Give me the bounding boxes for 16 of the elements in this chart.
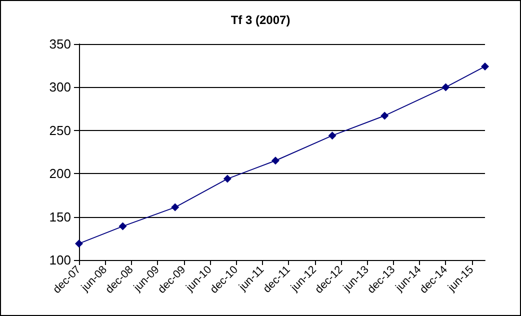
point <box>442 83 450 92</box>
point <box>75 240 83 248</box>
point <box>118 222 127 230</box>
y-tick-label: 250 <box>49 122 71 138</box>
point <box>481 62 489 70</box>
chart-title: Tf 3 (2007) <box>230 13 290 27</box>
point <box>223 174 232 183</box>
point <box>380 112 389 120</box>
y-tick-label: 350 <box>49 36 71 52</box>
point <box>328 132 336 140</box>
y-tick-label: 150 <box>49 209 71 224</box>
point <box>171 203 180 212</box>
point <box>271 156 280 165</box>
y-tick-label: 100 <box>49 252 71 268</box>
y-tick-label: 300 <box>49 80 71 95</box>
y-tick-label: 200 <box>49 166 71 182</box>
